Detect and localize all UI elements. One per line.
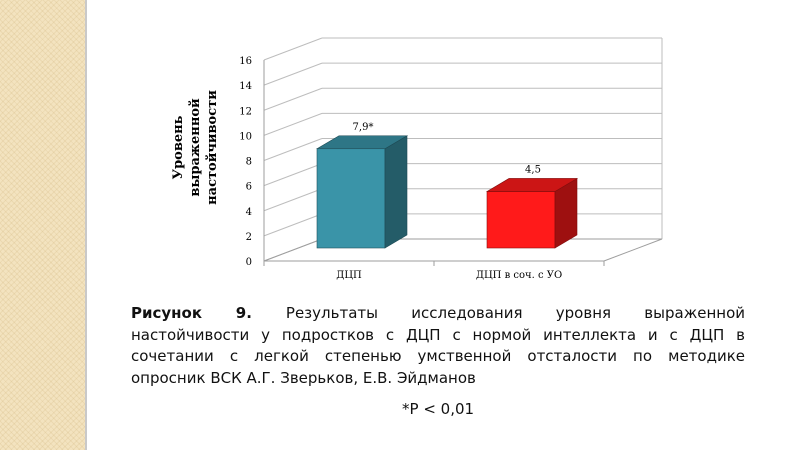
gridline-side <box>263 213 323 237</box>
bar-top <box>485 178 579 192</box>
caption-text: Результаты исследования уровня выраженно… <box>131 304 745 387</box>
gridline-side <box>263 87 323 111</box>
gridline-side <box>263 62 323 86</box>
bar-side <box>384 135 408 249</box>
caption-lead: Рисунок 9. <box>131 304 252 322</box>
bar-front <box>316 148 386 249</box>
y-tick-label: 14 <box>239 81 252 92</box>
y-tick-label: 6 <box>246 182 252 193</box>
y-tick-label: 16 <box>239 56 252 67</box>
bar-1 <box>485 177 579 249</box>
bar-front <box>486 191 556 249</box>
data-label: 7,9* <box>353 122 374 133</box>
x-category-label: ДЦП <box>336 270 362 281</box>
x-category-label: ДЦП в соч. с УО <box>476 270 562 281</box>
gridline-side <box>263 188 323 212</box>
decorative-side-band <box>0 0 85 450</box>
gridline-side <box>263 138 323 161</box>
side-band-edge <box>85 0 87 450</box>
data-label: 4,5 <box>525 164 541 175</box>
bars-layer <box>315 135 579 249</box>
y-tick-label: 10 <box>239 131 252 142</box>
significance-note: *P < 0,01 <box>402 400 475 418</box>
labels-layer: 0 2 4 6 8 10 12 14 16 7,9* ДЦП 4,5 ДЦП в соч. с УО <box>239 56 562 281</box>
bar-top <box>315 135 409 150</box>
y-tick-label: 0 <box>246 257 252 268</box>
y-tick-label: 2 <box>246 232 252 243</box>
y-tick-label: 8 <box>246 157 252 168</box>
gridline-side <box>263 112 323 136</box>
gridline-side <box>263 37 323 61</box>
floor-plane <box>263 238 663 262</box>
y-axis-title: Уровень выраженной настойчивости <box>170 89 220 205</box>
bar-chart: 0 2 4 6 8 10 12 14 16 7,9* ДЦП 4,5 ДЦП в соч. с УО <box>239 37 663 281</box>
y-tick-label: 4 <box>246 207 252 218</box>
bar-0 <box>315 135 409 249</box>
figure-caption: Рисунок 9. Результаты исследования уровня… <box>131 303 745 389</box>
axis-layer <box>263 60 663 266</box>
y-tick-label: 12 <box>239 106 252 117</box>
gridline-side <box>263 163 323 187</box>
